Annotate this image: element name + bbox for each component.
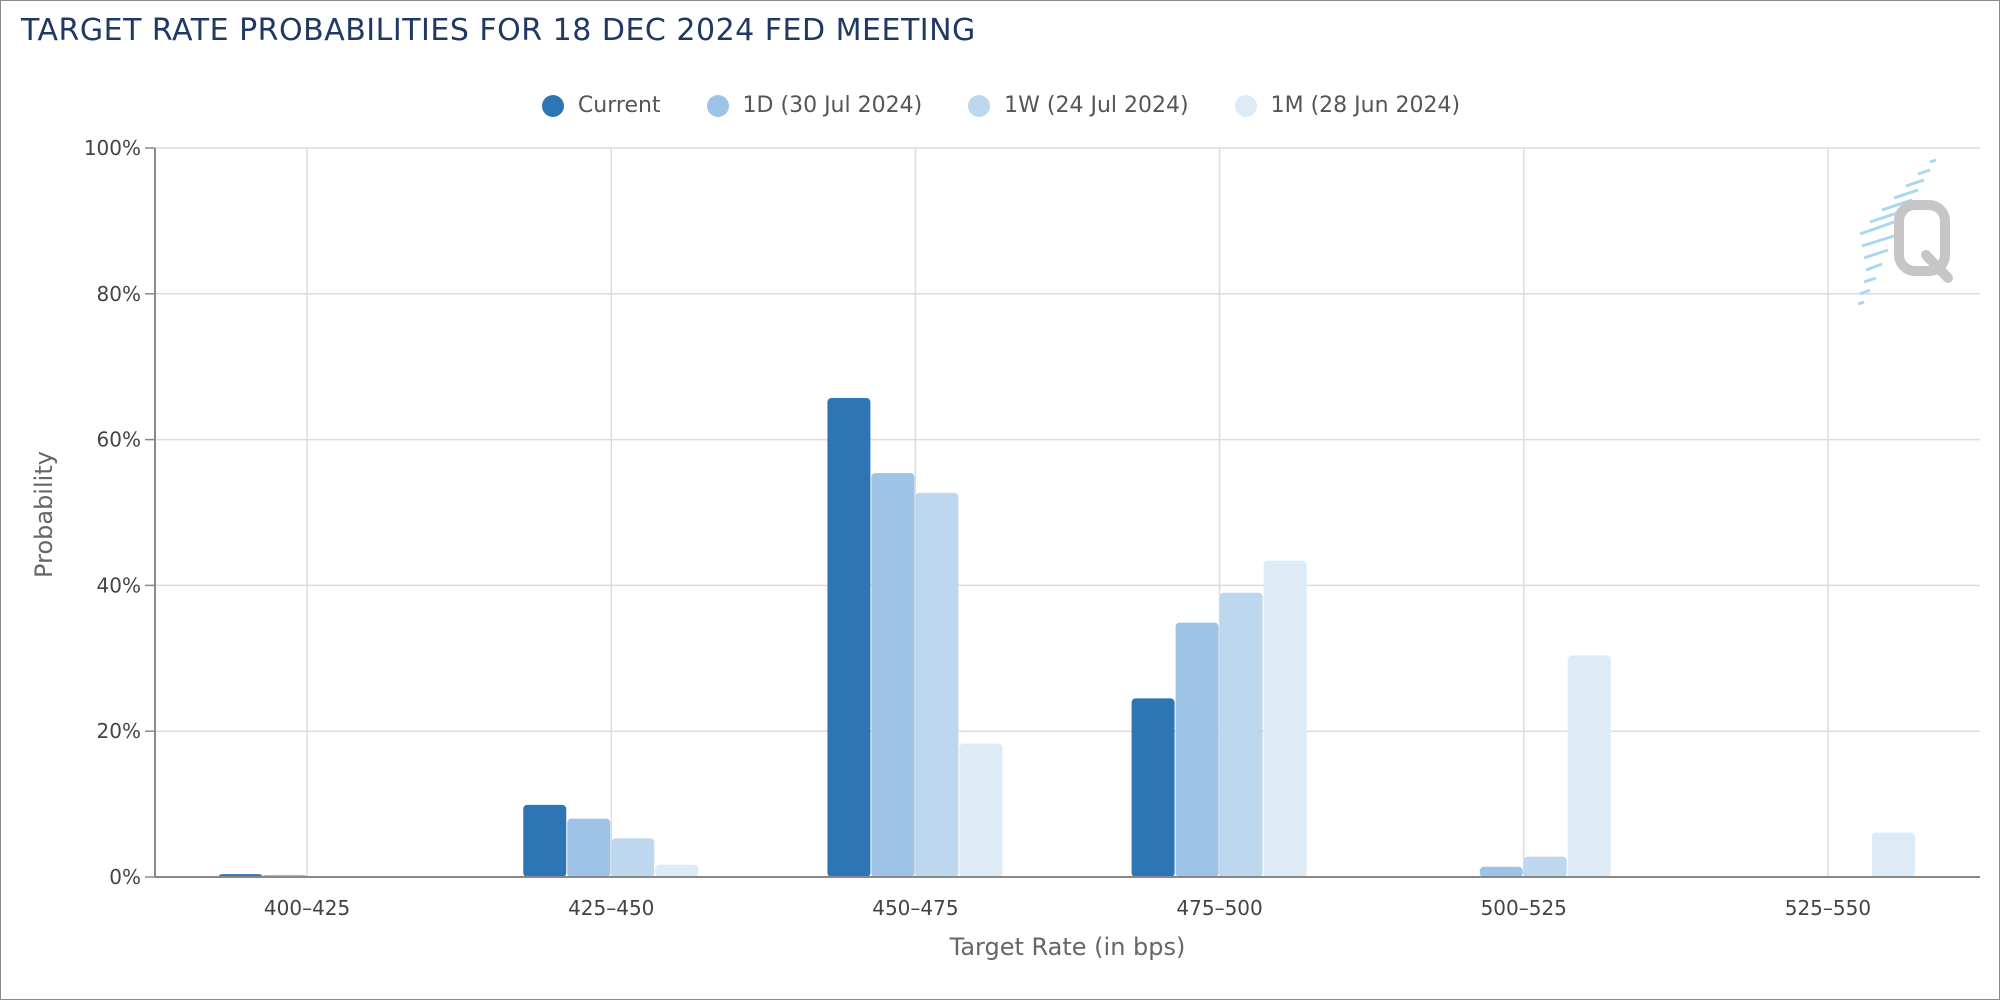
bar[interactable] [1567, 655, 1611, 877]
legend-label: 1D (30 Jul 2024) [742, 93, 923, 118]
legend-item[interactable]: 1M (28 Jun 2024) [1234, 93, 1461, 118]
bar[interactable] [655, 864, 699, 877]
legend-marker [541, 94, 564, 117]
bar[interactable] [1523, 856, 1567, 877]
x-tick-label: 475–500 [1176, 896, 1262, 920]
x-tick-label: 425–450 [568, 896, 654, 920]
y-tick-label: 40% [97, 573, 141, 597]
legend-item[interactable]: 1W (24 Jul 2024) [968, 93, 1189, 118]
bars [219, 398, 1915, 877]
bar[interactable] [1219, 592, 1263, 877]
y-axis-title: Probability [30, 451, 58, 578]
legend-marker [968, 94, 991, 117]
x-tick-label: 400–425 [264, 896, 350, 920]
legend-label: 1W (24 Jul 2024) [1004, 93, 1189, 118]
bar[interactable] [959, 743, 1003, 877]
legend-item[interactable]: 1D (30 Jul 2024) [706, 93, 923, 118]
chart-title: TARGET RATE PROBABILITIES FOR 18 DEC 202… [21, 13, 976, 48]
x-tick-label: 525–550 [1785, 896, 1871, 920]
grid-lines [155, 147, 1980, 878]
y-tick-label: 80% [97, 282, 141, 306]
legend-label: 1M (28 Jun 2024) [1270, 93, 1461, 118]
legend-item[interactable]: Current [541, 93, 661, 118]
x-tick-label: 450–475 [872, 896, 958, 920]
y-tick-label: 100% [84, 136, 141, 160]
bar[interactable] [523, 804, 567, 877]
axes: 0% 20% 40% 60% 80% 100% 400–425 425–450 450–475 4… [30, 136, 1980, 961]
bar[interactable] [827, 398, 871, 877]
bar[interactable] [1131, 698, 1175, 877]
y-tick-label: 20% [97, 719, 141, 743]
chart-legend: Current 1D (30 Jul 2024) 1W (24 Jul 2024) 1… [1, 93, 2000, 118]
bar[interactable] [567, 818, 611, 877]
legend-marker [706, 94, 729, 117]
legend-label: Current [577, 93, 661, 118]
bar[interactable] [611, 838, 655, 877]
bar[interactable] [1871, 832, 1915, 877]
bar[interactable] [1263, 560, 1307, 877]
x-tick-label: 500–525 [1481, 896, 1567, 920]
bar[interactable] [915, 492, 959, 877]
x-axis-title: Target Rate (in bps) [949, 933, 1186, 961]
bar[interactable] [1175, 622, 1219, 877]
y-tick-label: 0% [109, 865, 141, 889]
legend-marker [1234, 94, 1257, 117]
bar[interactable] [871, 473, 915, 877]
y-tick-label: 60% [97, 428, 141, 452]
q-logo-icon [1857, 158, 1953, 306]
bar[interactable] [1479, 866, 1523, 877]
